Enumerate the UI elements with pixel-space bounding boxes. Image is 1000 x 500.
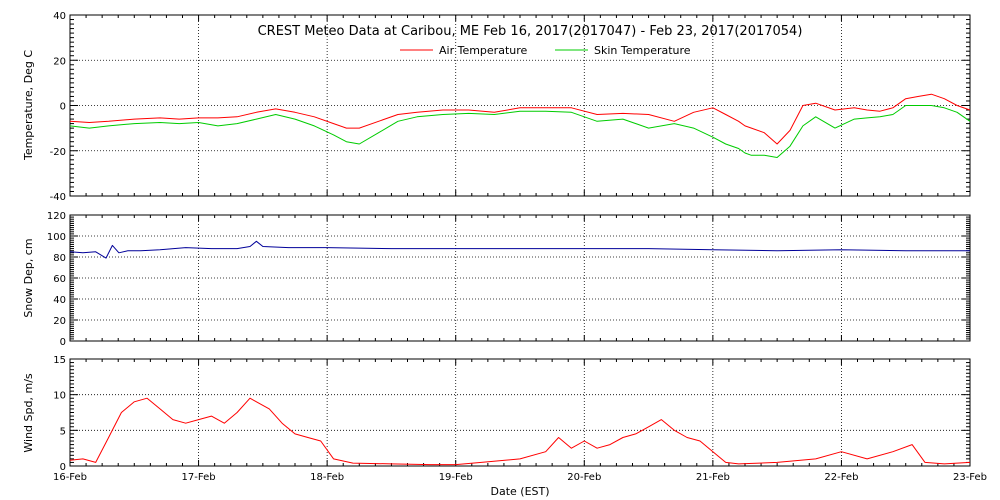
wind-speed-ytick-label: 10: [53, 391, 66, 402]
wind-speed-series-line-0: [69, 397, 971, 466]
wind-speed-ytick-label: 5: [60, 426, 66, 437]
temperature-panel: -40 -20 0 20 40: [50, 11, 971, 203]
x-tick-label: 17-Feb: [182, 472, 216, 483]
temperature-series-line-1: [69, 105, 971, 158]
temperature-ytick-label: -40: [50, 192, 66, 203]
temperature-ytick-label: 40: [53, 11, 66, 22]
legend: Air Temperature Skin Temperature: [400, 44, 691, 57]
temperature-ytick-label: -20: [50, 147, 66, 158]
wind-speed-panel: 0 5 10 15 16-Feb 17-Feb 18-Feb 19-Feb 20-Feb 21-F…: [53, 355, 987, 483]
snow-depth-series-line-0: [69, 240, 970, 259]
snow-depth-axis-title: Snow Dep, cm: [22, 238, 35, 317]
wind-speed-plot-frame: [69, 358, 971, 467]
x-tick-label: 18-Feb: [310, 472, 344, 483]
wind-speed-axis-title: Wind Spd, m/s: [22, 373, 35, 453]
wind-speed-ytick-label: 15: [53, 355, 66, 366]
x-tick-label: 21-Feb: [696, 472, 730, 483]
snow-depth-ytick-label: 120: [47, 211, 66, 222]
snow-depth-ytick-label: 100: [47, 232, 66, 243]
x-tick-label: 19-Feb: [439, 472, 473, 483]
x-tick-label: 20-Feb: [567, 472, 601, 483]
snow-depth-panel: 0 20 40 60 80 100 120: [47, 211, 971, 348]
chart-title: CREST Meteo Data at Caribou, ME Feb 16, …: [258, 24, 803, 39]
x-tick-label: 16-Feb: [53, 472, 87, 483]
temperature-ytick-label: 20: [53, 56, 66, 67]
snow-depth-ytick-label: 0: [60, 337, 66, 348]
legend-skin-label: Skin Temperature: [594, 44, 691, 57]
wind-speed-ytick-label: 0: [60, 462, 66, 473]
snow-depth-ytick-label: 80: [53, 253, 66, 264]
temperature-ytick-label: 0: [60, 102, 66, 113]
temperature-series-line-0: [69, 93, 971, 145]
snow-depth-ytick-label: 40: [53, 295, 66, 306]
x-tick-label: 22-Feb: [824, 472, 858, 483]
x-tick-label: 23-Feb: [953, 472, 987, 483]
temperature-axis-title: Temperature, Deg C: [22, 50, 35, 161]
snow-depth-ytick-label: 60: [53, 274, 66, 285]
legend-air-label: Air Temperature: [439, 44, 528, 57]
x-axis-title: Date (EST): [490, 485, 549, 498]
snow-depth-ytick-label: 20: [53, 316, 66, 327]
